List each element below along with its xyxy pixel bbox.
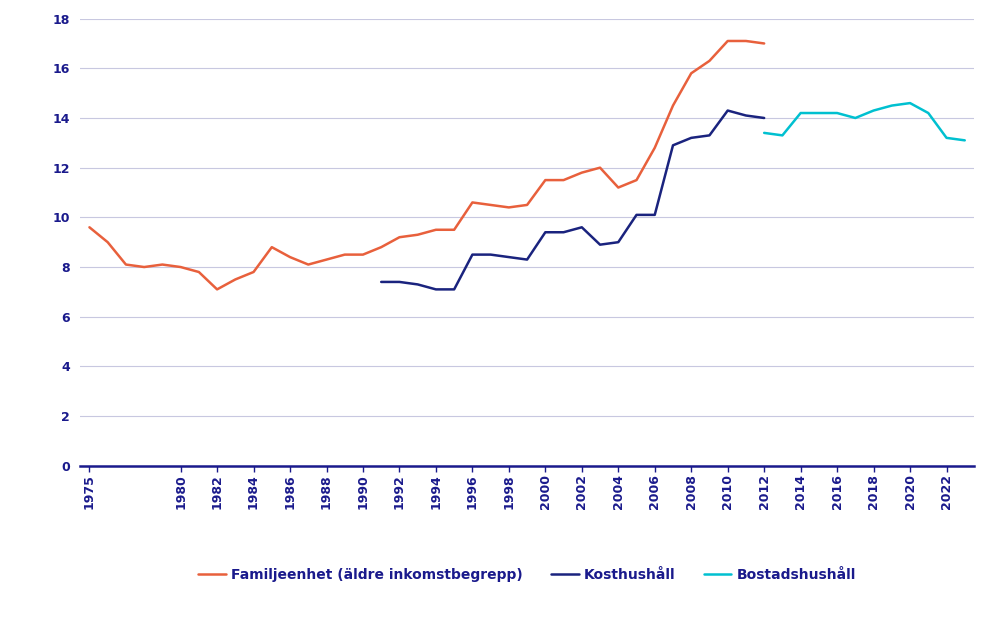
Bostadshushåll xyxy=(903,99,915,107)
Familjeenhet (äldre inkomstbegrepp) xyxy=(648,144,660,152)
Line: Familjeenhet (äldre inkomstbegrepp): Familjeenhet (äldre inkomstbegrepp) xyxy=(89,41,763,289)
Familjeenhet (äldre inkomstbegrepp) xyxy=(484,201,496,209)
Kosthushåll xyxy=(757,114,769,122)
Familjeenhet (äldre inkomstbegrepp) xyxy=(503,204,515,211)
Familjeenhet (äldre inkomstbegrepp) xyxy=(739,37,751,45)
Familjeenhet (äldre inkomstbegrepp) xyxy=(447,226,459,233)
Kosthushåll xyxy=(575,224,587,231)
Familjeenhet (äldre inkomstbegrepp) xyxy=(338,251,350,258)
Familjeenhet (äldre inkomstbegrepp) xyxy=(557,176,569,184)
Kosthushåll xyxy=(739,112,751,119)
Kosthushåll xyxy=(648,211,660,219)
Kosthushåll xyxy=(539,229,551,236)
Kosthushåll xyxy=(630,211,642,219)
Kosthushåll xyxy=(666,142,678,149)
Bostadshushåll xyxy=(867,107,879,114)
Familjeenhet (äldre inkomstbegrepp) xyxy=(612,184,624,191)
Familjeenhet (äldre inkomstbegrepp) xyxy=(138,263,150,271)
Familjeenhet (äldre inkomstbegrepp) xyxy=(630,176,642,184)
Familjeenhet (äldre inkomstbegrepp) xyxy=(229,276,241,283)
Kosthushåll xyxy=(594,241,606,248)
Bostadshushåll xyxy=(940,134,952,142)
Familjeenhet (äldre inkomstbegrepp) xyxy=(721,37,733,45)
Bostadshushåll xyxy=(775,132,787,139)
Kosthushåll xyxy=(503,253,515,261)
Familjeenhet (äldre inkomstbegrepp) xyxy=(284,253,296,261)
Familjeenhet (äldre inkomstbegrepp) xyxy=(320,256,332,263)
Familjeenhet (äldre inkomstbegrepp) xyxy=(575,169,587,176)
Kosthushåll xyxy=(684,134,696,142)
Familjeenhet (äldre inkomstbegrepp) xyxy=(193,268,205,276)
Kosthushåll xyxy=(612,238,624,246)
Familjeenhet (äldre inkomstbegrepp) xyxy=(101,238,113,246)
Familjeenhet (äldre inkomstbegrepp) xyxy=(302,261,314,268)
Familjeenhet (äldre inkomstbegrepp) xyxy=(521,201,533,209)
Bostadshushåll xyxy=(958,137,970,144)
Familjeenhet (äldre inkomstbegrepp) xyxy=(248,268,260,276)
Kosthushåll xyxy=(721,107,733,114)
Familjeenhet (äldre inkomstbegrepp) xyxy=(266,243,278,251)
Bostadshushåll xyxy=(922,109,934,117)
Bostadshushåll xyxy=(849,114,861,122)
Familjeenhet (äldre inkomstbegrepp) xyxy=(666,102,678,109)
Legend: Familjeenhet (äldre inkomstbegrepp), Kosthushåll, Bostadshushåll: Familjeenhet (äldre inkomstbegrepp), Kos… xyxy=(193,562,861,587)
Familjeenhet (äldre inkomstbegrepp) xyxy=(429,226,441,233)
Familjeenhet (äldre inkomstbegrepp) xyxy=(357,251,369,258)
Kosthushåll xyxy=(447,286,459,293)
Kosthushåll xyxy=(375,278,387,286)
Line: Bostadshushåll: Bostadshushåll xyxy=(763,103,964,140)
Kosthushåll xyxy=(466,251,478,258)
Bostadshushåll xyxy=(812,109,824,117)
Familjeenhet (äldre inkomstbegrepp) xyxy=(211,286,223,293)
Familjeenhet (äldre inkomstbegrepp) xyxy=(393,233,405,241)
Line: Kosthushåll: Kosthushåll xyxy=(381,111,763,289)
Familjeenhet (äldre inkomstbegrepp) xyxy=(466,199,478,206)
Kosthushåll xyxy=(703,132,715,139)
Familjeenhet (äldre inkomstbegrepp) xyxy=(119,261,131,268)
Bostadshushåll xyxy=(757,129,769,137)
Familjeenhet (äldre inkomstbegrepp) xyxy=(83,224,95,231)
Familjeenhet (äldre inkomstbegrepp) xyxy=(684,70,696,77)
Familjeenhet (äldre inkomstbegrepp) xyxy=(411,231,423,238)
Bostadshushåll xyxy=(885,102,897,109)
Kosthushåll xyxy=(484,251,496,258)
Familjeenhet (äldre inkomstbegrepp) xyxy=(757,40,769,47)
Kosthushåll xyxy=(393,278,405,286)
Familjeenhet (äldre inkomstbegrepp) xyxy=(594,164,606,171)
Familjeenhet (äldre inkomstbegrepp) xyxy=(703,57,715,65)
Bostadshushåll xyxy=(793,109,805,117)
Bostadshushåll xyxy=(830,109,843,117)
Familjeenhet (äldre inkomstbegrepp) xyxy=(175,263,187,271)
Familjeenhet (äldre inkomstbegrepp) xyxy=(539,176,551,184)
Kosthushåll xyxy=(521,256,533,263)
Kosthushåll xyxy=(411,281,423,288)
Familjeenhet (äldre inkomstbegrepp) xyxy=(156,261,169,268)
Kosthushåll xyxy=(557,229,569,236)
Kosthushåll xyxy=(429,286,441,293)
Familjeenhet (äldre inkomstbegrepp) xyxy=(375,243,387,251)
